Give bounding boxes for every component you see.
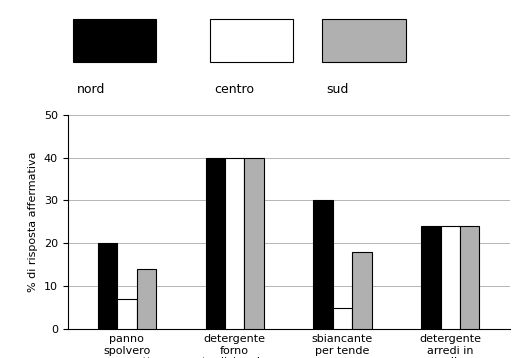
Bar bbox=[440, 226, 460, 329]
Bar bbox=[314, 200, 333, 329]
FancyBboxPatch shape bbox=[210, 19, 293, 62]
Y-axis label: % di risposta affermativa: % di risposta affermativa bbox=[28, 152, 38, 292]
Bar bbox=[117, 299, 137, 329]
Bar bbox=[205, 158, 225, 329]
Bar bbox=[352, 252, 372, 329]
Text: nord: nord bbox=[77, 83, 106, 96]
Bar bbox=[137, 269, 156, 329]
FancyBboxPatch shape bbox=[73, 19, 156, 62]
Bar bbox=[421, 226, 440, 329]
Bar bbox=[225, 158, 244, 329]
Text: sud: sud bbox=[327, 83, 349, 96]
Bar bbox=[333, 308, 352, 329]
Bar bbox=[98, 243, 117, 329]
Bar bbox=[244, 158, 264, 329]
Text: centro: centro bbox=[214, 83, 254, 96]
Bar bbox=[460, 226, 479, 329]
FancyBboxPatch shape bbox=[322, 19, 406, 62]
